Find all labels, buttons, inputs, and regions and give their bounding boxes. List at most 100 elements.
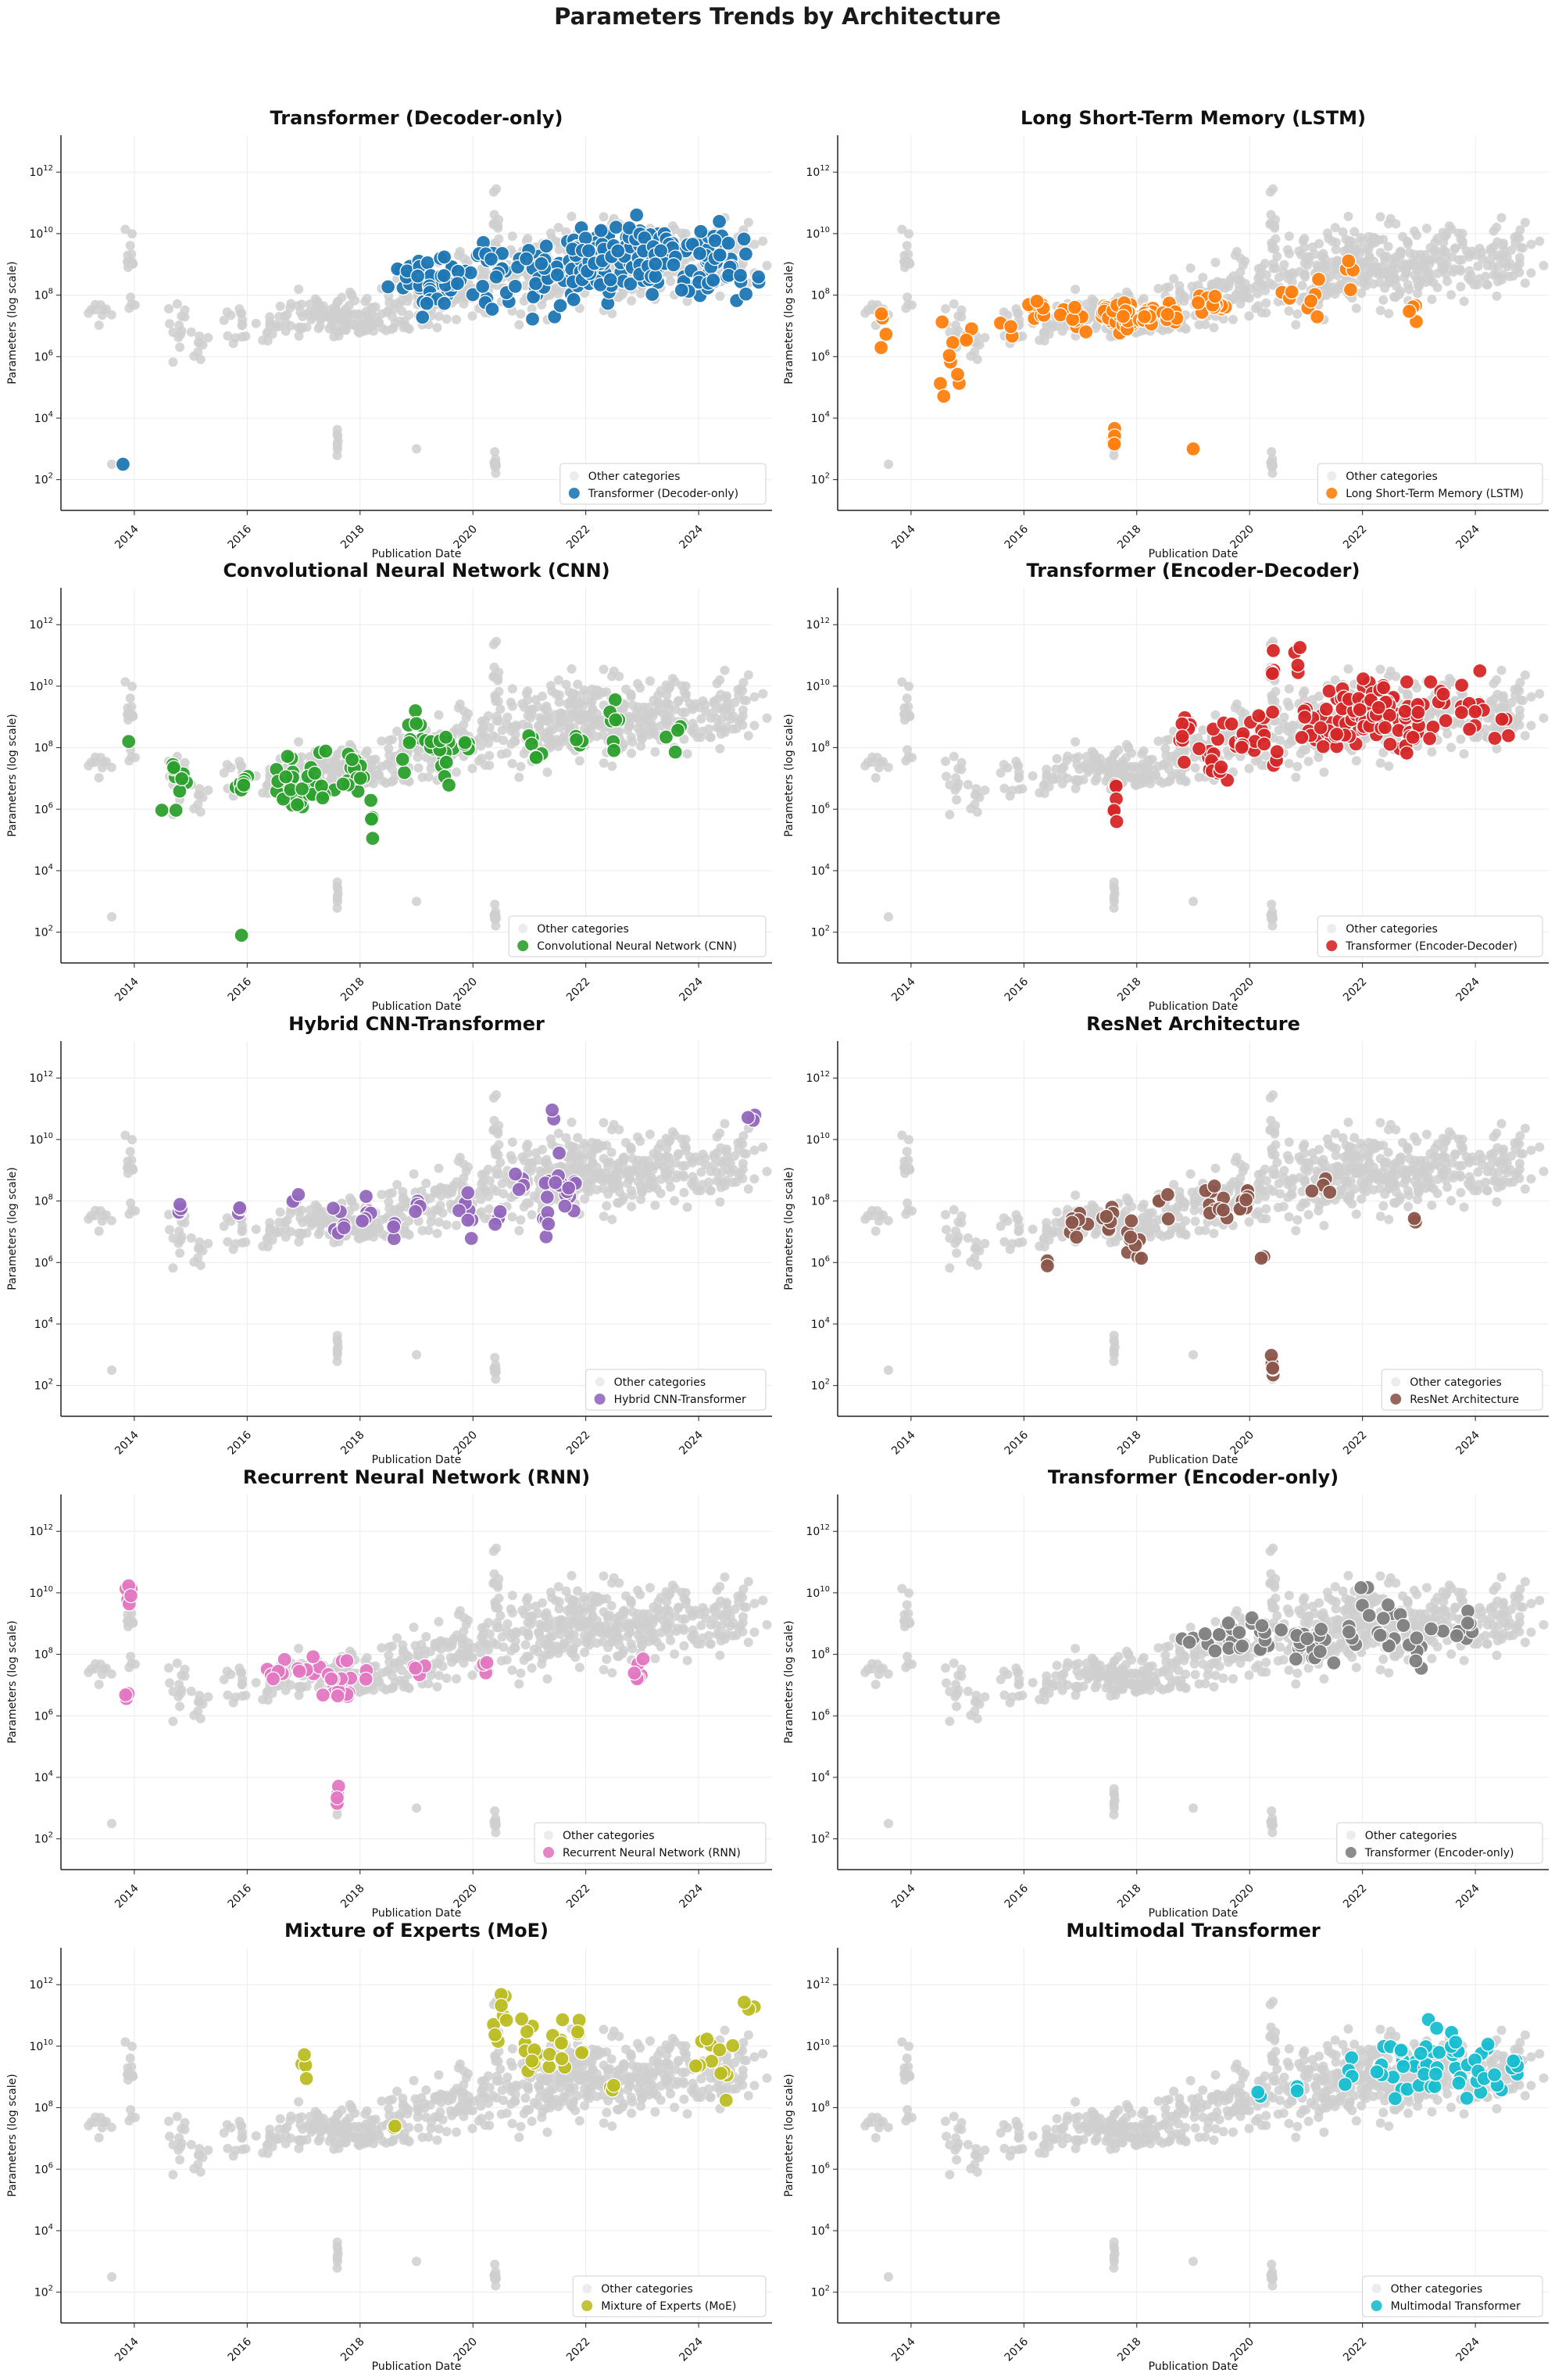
background-point	[1014, 1226, 1024, 1236]
background-point	[502, 712, 513, 722]
background-point	[1535, 236, 1545, 246]
background-point	[650, 747, 660, 757]
background-point	[1481, 271, 1491, 281]
background-point	[884, 912, 893, 922]
data-point	[608, 712, 624, 728]
background-point	[413, 763, 424, 773]
data-point	[492, 1204, 508, 1219]
background-point	[1320, 264, 1330, 274]
y-tick-label: 104	[34, 1316, 53, 1331]
background-point	[638, 702, 649, 712]
background-point	[698, 696, 708, 706]
background-point	[492, 1090, 502, 1100]
background-point	[941, 757, 950, 766]
background-point	[677, 1134, 687, 1144]
data-point	[667, 744, 683, 760]
background-point	[618, 704, 628, 714]
background-point	[556, 711, 566, 721]
background-point	[953, 764, 963, 774]
data-point	[335, 776, 351, 792]
background-point	[588, 1158, 598, 1169]
background-point	[1071, 737, 1081, 747]
background-point	[228, 1244, 238, 1254]
data-point	[436, 295, 452, 311]
data-point	[173, 771, 190, 786]
data-point	[483, 251, 499, 267]
background-point	[701, 1160, 710, 1170]
data-point	[1341, 253, 1357, 269]
background-point	[1160, 283, 1171, 293]
figure-title: Parameters Trends by Architecture	[554, 3, 1001, 30]
background-point	[175, 342, 185, 353]
background-point	[1028, 771, 1038, 781]
background-point	[704, 1177, 714, 1187]
background-point	[1145, 756, 1155, 766]
background-point	[945, 810, 955, 820]
data-point	[606, 743, 622, 758]
background-point	[692, 732, 702, 743]
data-point	[1313, 720, 1328, 735]
background-point	[543, 717, 553, 726]
background-point	[409, 1169, 419, 1179]
background-point	[430, 1205, 440, 1215]
background-point	[901, 1209, 911, 1219]
x-tick-label: 2018	[1115, 523, 1144, 552]
data-point	[1342, 281, 1359, 298]
background-point	[554, 690, 564, 700]
background-point	[1421, 224, 1432, 234]
data-point	[168, 802, 184, 818]
data-point	[460, 1185, 476, 1201]
background-point	[949, 751, 959, 761]
background-point	[327, 773, 337, 783]
background-point	[492, 636, 502, 646]
data-point	[291, 1186, 306, 1203]
data-point	[1067, 299, 1083, 315]
background-point	[637, 1186, 646, 1197]
data-point	[949, 367, 966, 382]
data-point	[932, 376, 949, 392]
data-point	[507, 1166, 524, 1182]
x-tick-label: 2014	[889, 523, 918, 552]
background-point	[902, 693, 912, 703]
background-point	[1190, 763, 1200, 773]
background-point	[635, 1136, 645, 1147]
background-point	[1190, 1216, 1200, 1226]
background-point	[236, 761, 245, 771]
data-point	[1382, 736, 1398, 752]
background-point	[966, 803, 976, 814]
background-point	[1042, 1226, 1052, 1237]
x-tick-label: 2016	[1003, 975, 1031, 1004]
data-point	[1160, 306, 1175, 322]
data-point	[1234, 739, 1249, 755]
background-point	[1177, 772, 1186, 782]
data-point	[1405, 729, 1421, 745]
data-point	[1397, 703, 1413, 719]
background-point	[306, 1220, 316, 1230]
x-tick-label: 2014	[113, 523, 141, 552]
x-axis-label: Publication Date	[372, 1454, 462, 1466]
background-point	[1013, 1214, 1022, 1224]
data-point	[365, 830, 381, 846]
data-point	[539, 1189, 555, 1205]
background-point	[942, 771, 951, 782]
background-point	[688, 1172, 698, 1182]
background-point	[953, 1235, 963, 1245]
background-point	[1520, 217, 1530, 227]
background-point	[1210, 1163, 1221, 1173]
data-point	[475, 278, 491, 295]
data-point	[1003, 319, 1019, 335]
y-tick-label: 104	[34, 410, 53, 425]
background-point	[499, 735, 509, 746]
background-point	[412, 1350, 421, 1360]
background-point	[461, 713, 471, 723]
background-point	[701, 707, 710, 717]
background-point	[704, 724, 714, 734]
y-tick-label: 106	[811, 349, 830, 363]
background-point	[1268, 259, 1278, 269]
background-point	[1496, 665, 1507, 675]
background-point	[1375, 664, 1385, 675]
background-point	[1297, 281, 1307, 291]
background-point	[901, 303, 911, 313]
